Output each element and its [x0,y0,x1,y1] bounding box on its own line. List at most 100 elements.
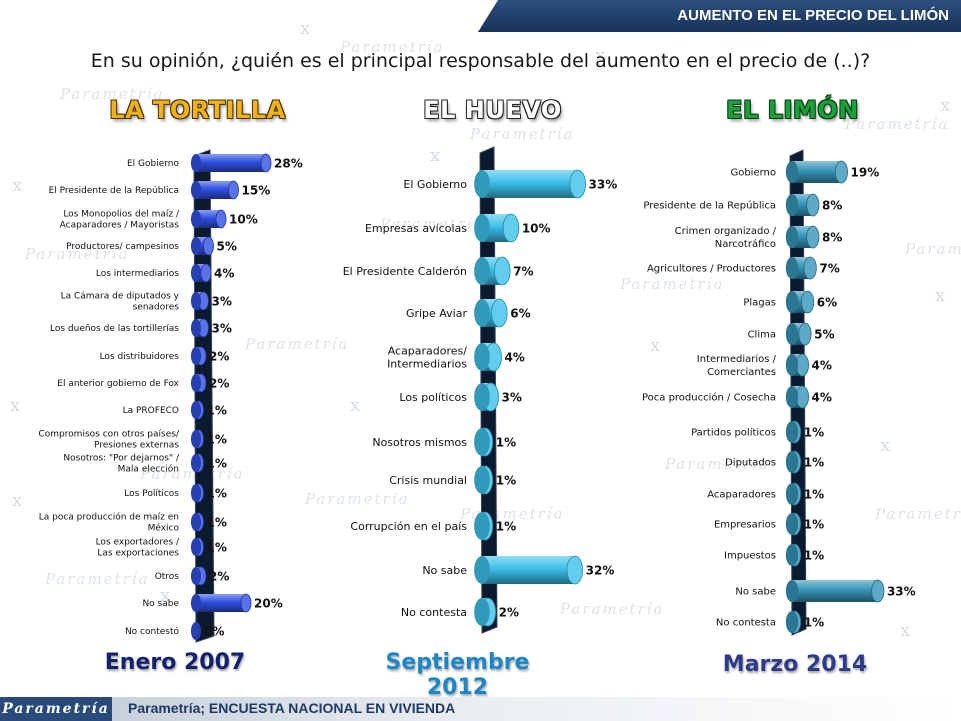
bar [190,483,204,503]
category-label: Acaparadores [707,490,776,501]
footer-logo: Parametría [0,697,112,721]
period-label-huevo: Septiembre 2012 [385,650,530,700]
category-label: Intermediarios / Comerciantes [697,354,777,378]
category-label: Gobierno [730,168,776,179]
value-label: 2% [499,606,519,620]
bar [190,318,209,338]
watermark-mark: x [12,175,23,196]
panel-title-huevo: EL HUEVO [423,96,562,124]
bar [190,236,214,256]
period-label-tortilla: Enero 2007 [104,650,246,675]
bar [785,543,802,567]
value-label: 1% [496,436,516,450]
watermark-text: Parametría [560,600,665,618]
watermark-mark: x [595,45,606,66]
value-label: 2% [209,570,229,584]
value-label: 5% [814,328,834,342]
bar [474,465,494,495]
bar [190,263,212,283]
category-label: El anterior gobierno de Fox [57,379,179,389]
bar [474,597,497,627]
category-label: La poca producción de maíz en México [39,512,180,534]
watermark-text: Parametría [845,115,950,133]
category-label: El Presidente Calderón [343,265,467,278]
watermark-text: Parametría [60,85,165,103]
watermark-text: Parametría [905,240,961,258]
value-label: 5% [217,240,237,254]
value-label: 32% [586,564,615,578]
bar [785,225,820,249]
category-label: La Cámara de diputados y senadores [61,292,180,313]
value-label: 1% [496,474,516,488]
category-label: Los políticos [399,391,467,404]
bar [785,420,802,444]
value-label: 1% [207,404,227,418]
watermark-mark: x [940,95,951,116]
bar [190,373,207,393]
category-label: Los Monopolios del maíz / Acaparadores / … [60,210,180,231]
header-bar: AUMENTO EN EL PRECIO DEL LIMÓN [478,0,961,32]
category-label: Presidente de la República [643,200,776,212]
watermark-mark: x [300,18,311,39]
bar [474,555,584,585]
category-label: Acaparadores/Intermediarios [387,344,467,370]
category-label: La PROFECO [123,406,179,416]
category-label: Los Políticos [124,489,179,499]
value-label: 7% [819,262,839,276]
value-label: 1% [804,518,824,532]
category-label: No sabe [735,587,776,598]
value-label: 4% [504,351,524,365]
category-label: Agricultores / Productores [647,264,776,275]
bar [474,511,494,541]
bar [785,610,802,634]
value-label: 2% [209,350,229,364]
bar [785,482,802,506]
category-label: Los dueños de las tortillerías [50,324,179,334]
watermark-text: Parametría [380,215,485,233]
category-label: Clima [748,330,776,341]
value-label: 1% [804,616,824,630]
watermark-mark: x [880,435,891,456]
value-label: 1% [207,487,227,501]
category-label: Otros [155,572,180,582]
bar [474,256,511,286]
category-label: No contesta [401,606,467,619]
survey-question: En su opinión, ¿quién es el principal re… [90,50,871,72]
value-label: 4% [812,391,832,405]
category-label: Crimen organizado / Narcotráfico [675,226,777,250]
watermark-mark: x [935,285,946,306]
bar [190,400,204,420]
watermark-text: Parametría [305,490,410,508]
watermark-text: Parametría [665,455,770,473]
watermark-text: Parametría [470,125,575,143]
category-label: Los distribuidores [100,352,180,362]
category-label: No contestó [125,626,180,637]
category-label: Poca producción / Cosecha [642,392,776,404]
watermark-mark: x [12,490,23,511]
value-label: 33% [887,585,916,599]
watermark-text: Parametría [620,275,725,293]
bar [785,160,848,184]
value-label: 8% [822,199,842,213]
watermark-mark: x [430,145,441,166]
value-label: 3% [502,391,522,405]
value-label: 6% [817,296,837,310]
value-label: 1% [804,549,824,563]
value-label: 1% [207,541,227,555]
value-label: 1% [804,426,824,440]
value-label: 4% [812,359,832,373]
bar [474,382,499,412]
value-label: 0% [204,625,224,639]
watermark-mark: x [650,335,661,356]
category-label: Plagas [743,298,776,309]
value-label: 15% [242,184,271,198]
category-label: Los intermediarios [96,269,179,279]
watermark-text: Parametría [25,245,130,263]
category-label: El Gobierno [127,159,180,169]
bar [190,622,202,640]
